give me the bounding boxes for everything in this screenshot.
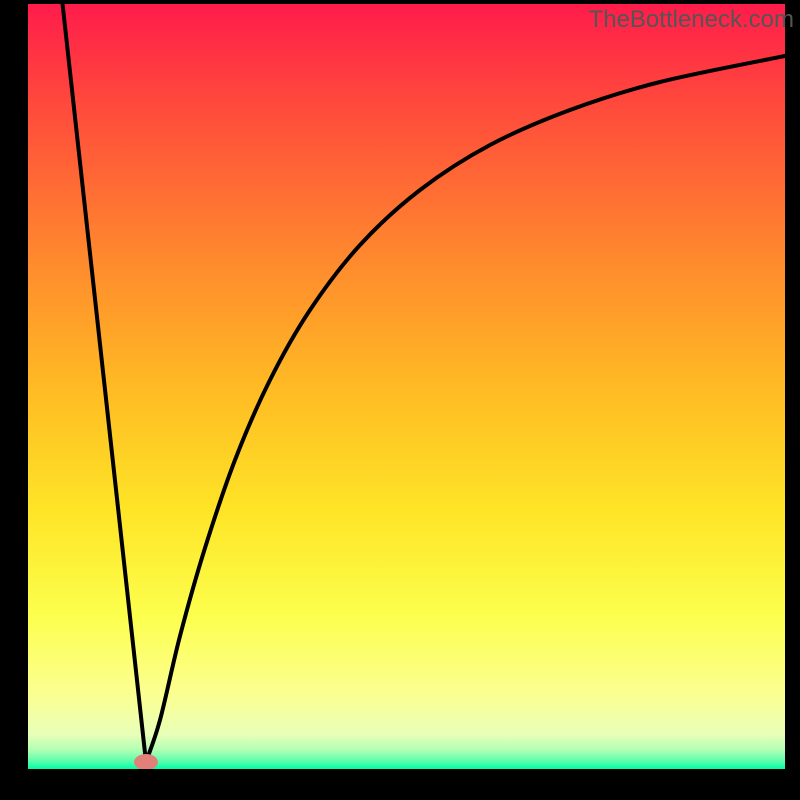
vertex-marker: [134, 754, 158, 769]
curve-layer: [28, 4, 785, 769]
bottleneck-curve: [62, 4, 785, 762]
chart-container: { "chart": { "type": "line", "canvas": {…: [0, 0, 800, 800]
watermark-text: TheBottleneck.com: [589, 6, 794, 34]
plot-area: [28, 4, 785, 769]
